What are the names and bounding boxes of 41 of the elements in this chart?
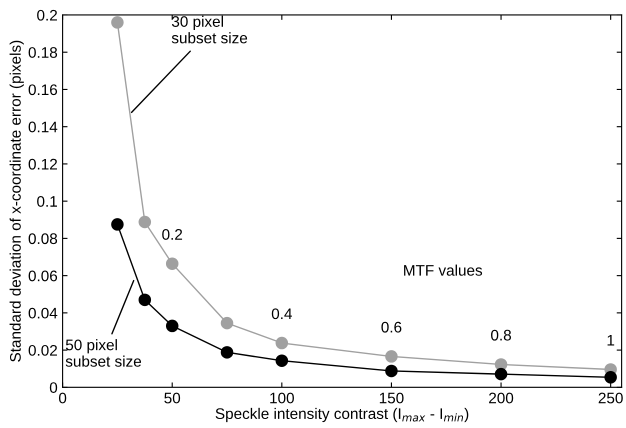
y-tick-label: 0.02: [28, 344, 57, 356]
point: [166, 257, 178, 270]
annotation: MTF values: [404, 264, 482, 276]
x-tick-label: 100: [270, 392, 294, 404]
annotation: 0.2: [162, 229, 182, 240]
x-tick-label: 0: [58, 392, 66, 404]
point: [385, 364, 398, 378]
y-tick-label: 0.14: [28, 122, 58, 132]
y-tick-label: 0.04: [28, 308, 58, 319]
y-tick-label: 0.16: [28, 84, 58, 96]
point: [111, 218, 124, 231]
y-tick-label: 0.08: [28, 233, 58, 244]
point: [138, 294, 152, 306]
annotation: 0.8: [491, 330, 511, 341]
x-tick-label: 200: [489, 392, 514, 404]
y-tick-label: 0.06: [28, 270, 58, 282]
y-tick-label: 0: [50, 382, 58, 394]
point: [166, 320, 178, 332]
y-tick-label: 0.2: [37, 10, 57, 21]
y-tick-label: 0.1: [37, 196, 57, 207]
point: [111, 16, 124, 29]
y-tick-label: 0.12: [28, 158, 57, 170]
point: [385, 350, 398, 363]
point: [604, 371, 617, 384]
annotation: 0.6: [381, 322, 402, 333]
point: [220, 316, 234, 330]
annotation: 0.4: [272, 308, 292, 320]
point: [220, 346, 234, 359]
x-tick-label: 150: [380, 392, 404, 404]
point: [276, 336, 288, 350]
y-tick-label: 0.18: [28, 47, 58, 58]
x-tick-label: 50: [164, 392, 180, 404]
x-tick-label: 250: [598, 392, 623, 404]
annotation: 1: [608, 334, 614, 346]
point: [138, 216, 152, 228]
y-axis-title: Standard deviation of x-coordinate error (pixels): [10, 40, 24, 362]
point: [276, 354, 288, 367]
annotation: 50 pixel subset size: [66, 339, 142, 367]
x-axis-title: Speckle intensity contrast (I$_{max}$ - I$_{min}$): [216, 408, 468, 422]
point: [494, 368, 508, 380]
annotation: 30 pixel subset size: [172, 16, 248, 44]
